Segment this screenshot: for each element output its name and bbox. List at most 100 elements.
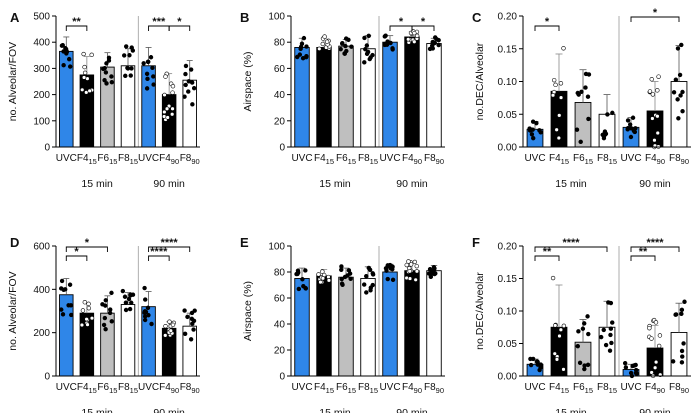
data-point bbox=[141, 61, 146, 66]
data-point bbox=[656, 343, 662, 349]
significance-bracket bbox=[65, 246, 108, 252]
data-point bbox=[324, 39, 330, 44]
y-tick-label: 40 bbox=[274, 320, 286, 331]
x-tick-label: F815 bbox=[118, 153, 138, 166]
data-point bbox=[122, 53, 127, 58]
data-point bbox=[168, 328, 173, 333]
data-point bbox=[558, 81, 564, 86]
x-tick-label: F490 bbox=[159, 153, 179, 166]
data-point bbox=[148, 55, 154, 60]
data-point bbox=[585, 362, 591, 368]
y-axis-title: no.DEC/Alveolar bbox=[474, 272, 486, 350]
data-point bbox=[146, 59, 151, 64]
group-label: 90 min bbox=[639, 407, 671, 413]
data-point bbox=[165, 115, 170, 120]
data-point bbox=[653, 359, 659, 365]
panel-label: B bbox=[240, 10, 249, 25]
data-point bbox=[129, 66, 134, 71]
data-point bbox=[169, 112, 175, 117]
group-label: 90 min bbox=[396, 178, 428, 190]
data-point bbox=[428, 274, 434, 280]
x-tick-label: UVC bbox=[138, 382, 159, 393]
data-point bbox=[362, 60, 367, 65]
bar bbox=[382, 271, 398, 377]
data-point bbox=[149, 321, 154, 327]
data-point bbox=[109, 290, 114, 296]
x-tick-label: F490 bbox=[645, 382, 665, 395]
data-point bbox=[677, 72, 683, 78]
data-point bbox=[574, 127, 580, 132]
x-tick-label: F490 bbox=[159, 382, 179, 395]
data-point bbox=[182, 308, 187, 313]
data-point bbox=[86, 305, 92, 311]
significance-label: * bbox=[653, 7, 658, 19]
data-point bbox=[561, 46, 566, 51]
bar bbox=[598, 113, 616, 148]
data-point bbox=[561, 367, 566, 372]
data-point bbox=[339, 267, 344, 272]
data-point bbox=[630, 363, 635, 369]
data-point bbox=[628, 134, 634, 140]
y-tick-label: 400 bbox=[33, 38, 50, 49]
data-point bbox=[603, 131, 609, 137]
x-tick-label: UVC bbox=[379, 153, 400, 164]
data-point bbox=[552, 351, 557, 356]
data-point bbox=[163, 323, 168, 329]
group-label: 90 min bbox=[639, 178, 671, 190]
data-point bbox=[679, 307, 685, 313]
data-point bbox=[170, 106, 175, 111]
data-point bbox=[388, 265, 393, 271]
data-point bbox=[558, 95, 564, 100]
data-point bbox=[647, 89, 653, 94]
x-tick-label: F890 bbox=[180, 153, 200, 166]
y-tick-label: 0.05 bbox=[498, 110, 518, 121]
data-point bbox=[63, 287, 68, 292]
data-point bbox=[554, 357, 560, 362]
data-point bbox=[366, 265, 371, 271]
data-point bbox=[300, 277, 305, 282]
data-point bbox=[362, 282, 367, 287]
significance-label: **** bbox=[150, 246, 168, 258]
data-point bbox=[583, 85, 588, 90]
y-tick-label: 20 bbox=[274, 346, 286, 357]
data-point bbox=[363, 47, 368, 52]
data-point bbox=[671, 90, 677, 95]
data-point bbox=[679, 360, 685, 365]
data-point bbox=[123, 300, 129, 305]
data-point bbox=[679, 311, 684, 317]
data-point bbox=[585, 314, 590, 319]
y-tick-label: 60 bbox=[274, 64, 286, 75]
data-point bbox=[390, 277, 396, 283]
data-point bbox=[673, 77, 679, 82]
data-point bbox=[142, 310, 147, 315]
data-point bbox=[365, 49, 371, 55]
x-tick-label: F615 bbox=[336, 153, 356, 166]
data-point bbox=[61, 63, 66, 68]
data-point bbox=[577, 360, 583, 366]
data-point bbox=[318, 279, 323, 285]
data-point bbox=[657, 333, 663, 338]
data-point bbox=[655, 114, 660, 119]
y-tick-label: 100 bbox=[268, 242, 285, 253]
data-point bbox=[406, 37, 411, 42]
data-point bbox=[607, 348, 613, 353]
significance-bracket bbox=[534, 246, 608, 252]
data-point bbox=[680, 109, 685, 114]
x-tick-label: F415 bbox=[77, 382, 97, 395]
y-tick-label: 80 bbox=[274, 268, 286, 279]
data-point bbox=[436, 37, 441, 43]
data-point bbox=[407, 269, 412, 274]
data-point bbox=[633, 126, 638, 131]
data-point bbox=[599, 334, 604, 340]
x-tick-label: F415 bbox=[314, 382, 334, 395]
data-point bbox=[299, 41, 305, 46]
bar bbox=[316, 46, 332, 148]
data-point bbox=[82, 64, 87, 70]
data-point bbox=[86, 301, 91, 307]
data-point bbox=[80, 87, 85, 92]
data-point bbox=[129, 45, 134, 50]
y-tick-label: 0.15 bbox=[498, 44, 518, 55]
x-tick-label: UVC bbox=[620, 382, 641, 393]
